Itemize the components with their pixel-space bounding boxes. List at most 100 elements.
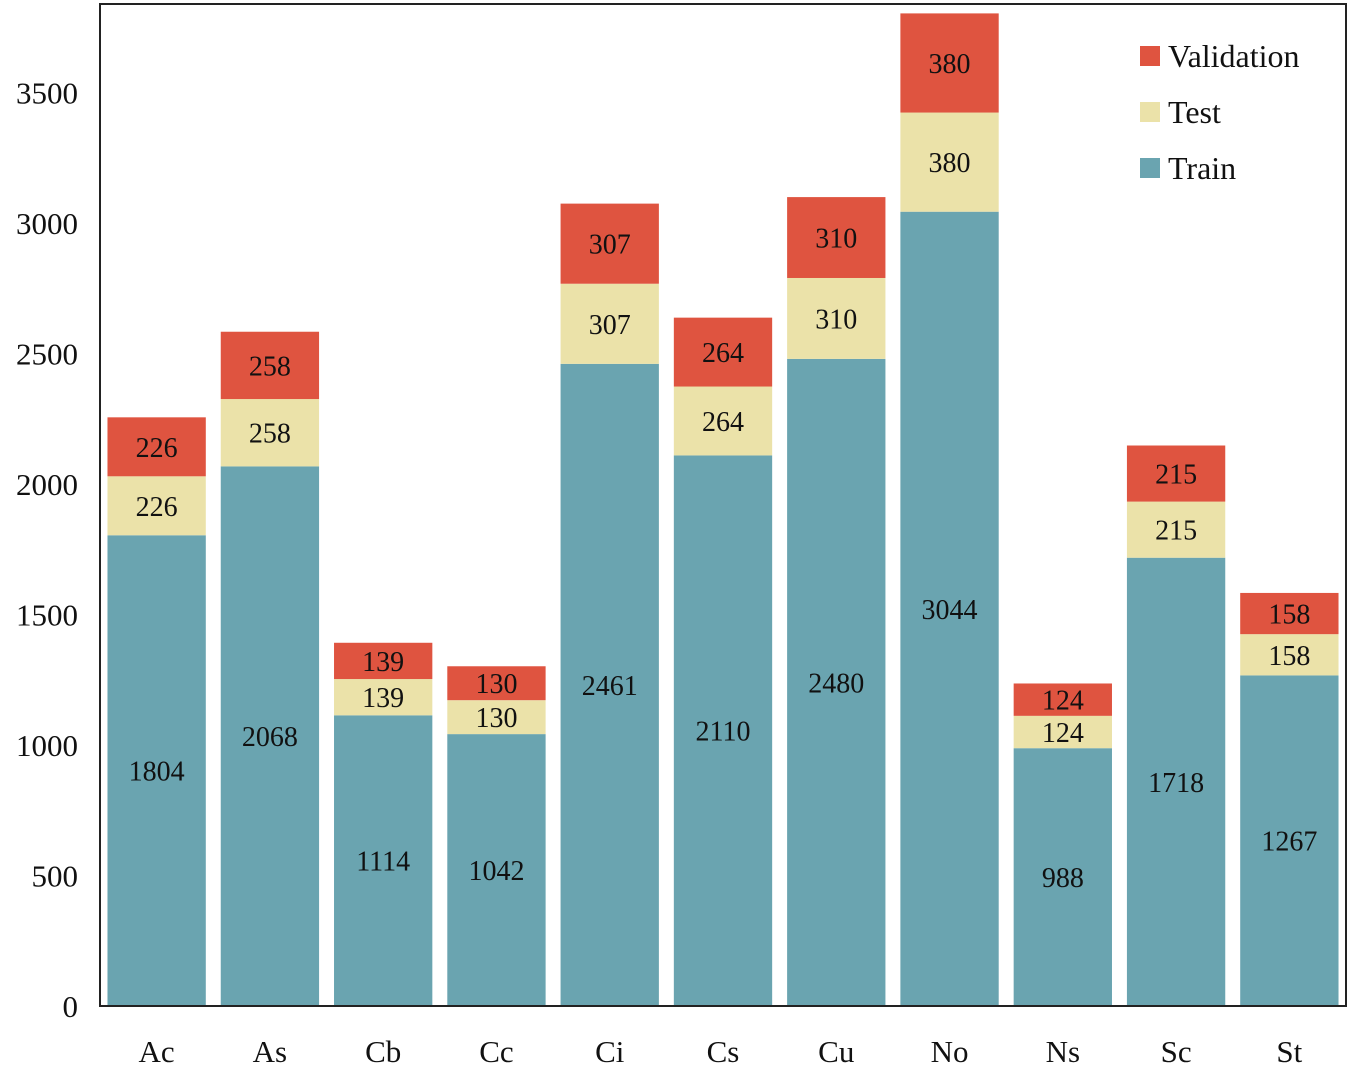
data-label-test-st: 158 — [1268, 641, 1310, 672]
legend-label-train: Train — [1168, 150, 1236, 186]
bar-test-ns — [1013, 715, 1112, 749]
data-label-test-cs: 264 — [702, 407, 744, 438]
data-label-validation-cs: 264 — [702, 338, 744, 369]
y-tick-label: 2000 — [16, 467, 78, 502]
data-label-test-ns: 124 — [1042, 718, 1084, 749]
bar-validation-cc — [447, 666, 546, 701]
bar-validation-ac — [107, 417, 206, 477]
data-label-validation-cu: 310 — [815, 224, 857, 255]
bar-train-no — [900, 211, 999, 1007]
legend: Validation Test Train — [1140, 38, 1300, 186]
x-tick-label: As — [253, 1034, 287, 1067]
x-tick-label: Cb — [365, 1034, 401, 1067]
bar-test-cb — [334, 679, 433, 716]
legend-item-validation: Validation — [1140, 38, 1300, 74]
data-label-test-cu: 310 — [815, 304, 857, 335]
bar-validation-ci — [560, 203, 659, 284]
legend-item-train: Train — [1140, 150, 1236, 186]
bar-group-as: 2068 258 258 — [220, 331, 320, 1007]
data-label-train-cu: 2480 — [808, 668, 864, 699]
data-label-test-as: 258 — [249, 419, 291, 450]
data-label-validation-cc: 130 — [475, 669, 517, 700]
plot-frame — [99, 3, 1347, 1007]
data-label-test-cc: 130 — [475, 703, 517, 734]
bar-group-ac: 1804 226 226 — [107, 417, 206, 1006]
bar-train-ns — [1013, 748, 1112, 1006]
bar-group-ci: 2461 307 307 — [560, 203, 659, 1006]
y-tick-label: 1500 — [16, 598, 78, 633]
data-label-validation-no: 380 — [929, 49, 971, 80]
y-tick-label: 500 — [32, 859, 79, 894]
x-tick-label: Ci — [595, 1034, 625, 1067]
bar-test-cc — [447, 700, 546, 735]
x-tick-label: Ac — [139, 1034, 175, 1067]
x-tick-label: No — [931, 1034, 969, 1067]
bar-train-ac — [107, 535, 206, 1006]
data-label-train-st: 1267 — [1261, 827, 1317, 858]
bar-train-cu — [787, 358, 886, 1006]
bar-test-cs — [673, 386, 773, 456]
bar-test-ci — [560, 283, 659, 364]
axes-layer: Ac As Cb Cc Ci Cs Cu No Ns Sc St 0 500 1000 1500 2000 25… — [16, 3, 1347, 1067]
data-label-validation-st: 158 — [1268, 600, 1310, 631]
data-label-validation-sc: 215 — [1155, 460, 1197, 491]
data-label-train-ci: 2461 — [582, 671, 638, 702]
bar-group-st: 1267 158 158 — [1240, 592, 1339, 1006]
legend-label-validation: Validation — [1168, 38, 1300, 74]
bar-test-sc — [1126, 501, 1226, 558]
bar-train-cs — [673, 455, 773, 1006]
x-tick-label: Cu — [818, 1034, 854, 1067]
data-label-train-as: 2068 — [242, 722, 298, 753]
bars-layer: 1804 226 226 2068 258 258 1114 139 139 1042 130130… — [107, 13, 1339, 1007]
bar-validation-no — [900, 13, 999, 113]
bar-validation-cu — [787, 197, 886, 278]
bar-train-st — [1240, 675, 1339, 1006]
data-label-train-no: 3044 — [922, 595, 978, 626]
bar-validation-cb — [334, 642, 433, 680]
x-tick-label: St — [1276, 1034, 1302, 1067]
legend-item-test: Test — [1140, 94, 1221, 130]
bar-validation-as — [220, 331, 320, 400]
data-label-validation-ns: 124 — [1042, 686, 1084, 717]
legend-label-test: Test — [1168, 94, 1221, 130]
data-label-train-sc: 1718 — [1148, 768, 1204, 799]
bar-train-cc — [447, 734, 546, 1006]
bar-validation-sc — [1126, 445, 1226, 502]
bar-train-as — [220, 466, 320, 1007]
legend-swatch-test — [1140, 102, 1160, 122]
data-label-train-cs: 2110 — [696, 717, 751, 748]
bar-validation-ns — [1013, 683, 1112, 716]
data-label-validation-cb: 139 — [362, 647, 404, 678]
bar-train-ci — [560, 363, 659, 1006]
x-tick-label: Ns — [1046, 1034, 1080, 1067]
y-tick-label: 2500 — [16, 337, 78, 372]
bar-group-cb: 1114 139 139 — [334, 642, 433, 1006]
data-label-test-ci: 307 — [589, 310, 631, 341]
bar-group-sc: 1718 215 215 — [1126, 445, 1226, 1006]
x-tick-label: Cs — [707, 1034, 740, 1067]
bar-train-sc — [1126, 557, 1226, 1006]
x-tick-label: Sc — [1161, 1034, 1192, 1067]
data-label-test-cb: 139 — [362, 683, 404, 714]
bar-group-cs: 2110 264 264 — [673, 317, 773, 1006]
y-tick-label: 0 — [63, 989, 79, 1024]
legend-swatch-validation — [1140, 46, 1160, 66]
bar-group-no: 3044 380 380 — [900, 13, 999, 1007]
bar-group-cu: 2480 310 310 — [787, 197, 886, 1006]
bar-train-cb — [334, 715, 433, 1006]
bar-test-cu — [787, 277, 886, 359]
bar-test-as — [220, 399, 320, 467]
y-tick-label: 1000 — [16, 728, 78, 763]
data-label-test-sc: 215 — [1155, 516, 1197, 547]
data-label-validation-ci: 307 — [589, 230, 631, 261]
y-tick-label: 3500 — [16, 76, 78, 111]
bar-test-ac — [107, 476, 206, 536]
data-label-train-ns: 988 — [1042, 863, 1084, 894]
data-label-train-cb: 1114 — [356, 847, 410, 878]
data-label-validation-ac: 226 — [136, 433, 178, 464]
bar-validation-cs — [673, 317, 773, 387]
y-tick-label: 3000 — [16, 206, 78, 241]
data-label-train-cc: 1042 — [468, 856, 524, 887]
x-tick-label: Cc — [479, 1034, 513, 1067]
